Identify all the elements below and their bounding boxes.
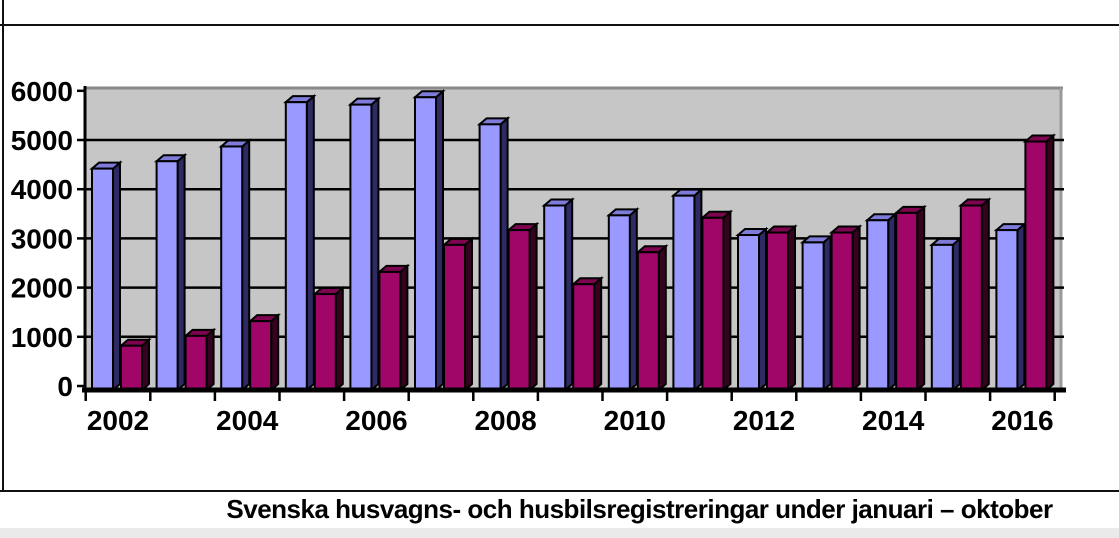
- bar-2015-husvagnar: [930, 243, 954, 391]
- bar-2013-husbilar: [830, 231, 854, 391]
- bar-2013-husvagnar: [801, 241, 825, 391]
- bar-2004-husvagnar: [220, 145, 244, 391]
- x-axis-tick-label: 2014: [862, 405, 925, 436]
- y-axis-tick-label: 2000: [11, 273, 73, 304]
- bar-2003-husvagnar: [155, 160, 179, 391]
- bar-2015-husvagnar-side: [951, 236, 961, 393]
- y-axis-tick-label: 6000: [11, 76, 73, 107]
- y-axis-tick-label: 4000: [11, 174, 73, 205]
- bar-2008-husbilar: [507, 229, 531, 391]
- bar-2004-husbilar-side: [270, 312, 280, 393]
- bar-2016-husvagnar: [995, 229, 1019, 391]
- bar-2002-husbilar-side: [141, 337, 150, 393]
- chart-caption: Svenska husvagns- och husbilsregistrerin…: [226, 494, 1053, 524]
- bar-2013-husvagnar-side: [822, 234, 832, 393]
- caption-divider-line: [0, 490, 1119, 492]
- bar-2006-husvagnar: [349, 103, 373, 391]
- x-axis-tick-label: 2004: [216, 405, 279, 436]
- bar-2006-husbilar: [378, 270, 402, 392]
- top-border-line: [0, 24, 1119, 26]
- bar-2016-husbilar-side: [1045, 133, 1055, 393]
- bar-2015-husbilar: [959, 204, 983, 391]
- bar-2011-husbilar-side: [722, 209, 732, 393]
- bar-2004-husbilar: [249, 320, 273, 391]
- bar-2004-husvagnar-side: [241, 138, 251, 393]
- bar-2007-husvagnar: [414, 96, 437, 391]
- x-axis-tick-label: 2008: [474, 405, 536, 436]
- bar-2008-husbilar-side: [528, 221, 538, 393]
- bar-2010-husvagnar-side: [628, 207, 638, 393]
- x-axis-tick-label: 2006: [345, 405, 407, 436]
- bar-2009-husbilar-side: [593, 276, 603, 393]
- bar-2014-husvagnar-side: [887, 212, 897, 393]
- bar-2015-husbilar-side: [980, 197, 990, 393]
- y-axis-tick-label: 1000: [11, 322, 73, 353]
- bar-2008-husvagnar-side: [499, 116, 509, 393]
- bar-2016-husbilar: [1024, 140, 1048, 391]
- bar-2013-husbilar-side: [851, 224, 861, 393]
- registrations-bar-chart: 0 1000 2000 3000 4000 5000 6000 2002 2004 2006 200…: [11, 76, 1066, 436]
- bar-2010-husvagnar: [607, 214, 631, 391]
- bar-2005-husvagnar-side: [305, 94, 315, 393]
- bar-2010-husbilar-side: [657, 244, 667, 393]
- bar-2007-husvagnar-side: [435, 89, 444, 393]
- bar-2012-husvagnar: [737, 234, 760, 391]
- bar-2007-husbilar-side: [464, 236, 473, 393]
- bar-2012-husvagnar-side: [758, 226, 767, 393]
- bottom-strip: [0, 528, 1119, 538]
- bar-2002-husbilar: [120, 344, 143, 391]
- bar-2011-husbilar: [701, 216, 725, 391]
- bar-2003-husbilar-side: [205, 327, 215, 393]
- bar-2014-husbilar: [895, 211, 919, 391]
- bar-2007-husbilar: [443, 243, 466, 391]
- bar-2005-husvagnar: [284, 101, 308, 392]
- bar-2012-husbilar: [766, 231, 789, 391]
- bar-2009-husvagnar: [543, 204, 567, 391]
- bar-2011-husvagnar-side: [693, 187, 703, 393]
- bar-2009-husvagnar-side: [564, 197, 574, 393]
- bar-2005-husbilar: [313, 293, 337, 391]
- x-axis-tick-label: 2012: [733, 405, 795, 436]
- bar-2002-husvagnar: [91, 167, 114, 391]
- bar-2003-husvagnar-side: [176, 153, 186, 393]
- x-axis-tick-label: 2010: [604, 405, 666, 436]
- y-axis-tick-label: 0: [57, 371, 73, 402]
- bar-2006-husvagnar-side: [370, 96, 380, 393]
- bar-2011-husvagnar: [672, 194, 696, 391]
- bar-2005-husbilar-side: [334, 285, 344, 393]
- bar-2012-husbilar-side: [787, 224, 796, 393]
- x-axis-tick-label: 2002: [87, 405, 149, 436]
- bar-2014-husvagnar: [866, 219, 890, 391]
- y-axis-tick-label: 5000: [11, 125, 73, 156]
- bar-2002-husvagnar-side: [112, 160, 121, 393]
- bar-2003-husbilar: [184, 334, 208, 392]
- x-axis-tick-label: 2016: [991, 405, 1053, 436]
- y-axis-tick-label: 3000: [11, 223, 73, 254]
- bar-2006-husbilar-side: [399, 263, 409, 393]
- bar-2008-husvagnar: [478, 123, 502, 391]
- bar-2010-husbilar: [636, 251, 660, 391]
- bar-2016-husvagnar-side: [1016, 221, 1026, 393]
- left-border-line: [2, 0, 4, 491]
- bar-2009-husbilar: [572, 283, 596, 391]
- bar-2014-husbilar-side: [916, 204, 926, 393]
